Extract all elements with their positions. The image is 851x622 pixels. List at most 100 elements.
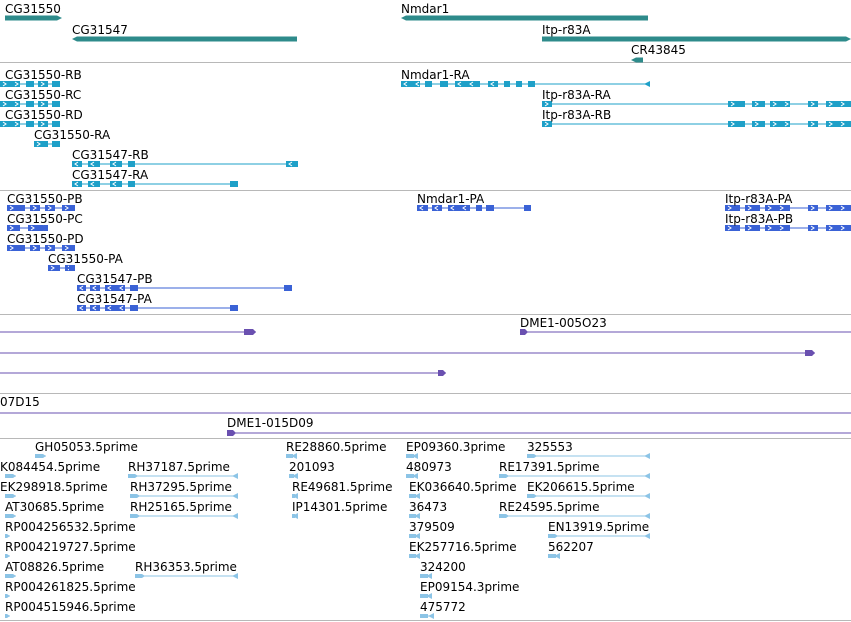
feature-cg31550-rb[interactable] (0, 81, 60, 87)
est-rp004261825-5prime[interactable] (5, 594, 10, 598)
est-en13919-5prime[interactable] (548, 533, 650, 539)
est-rh25165-5prime[interactable] (130, 513, 238, 519)
est-re24595-5prime[interactable] (499, 513, 650, 519)
est-475772[interactable] (420, 613, 434, 619)
feature-nmdar1-pa-exon[interactable] (448, 205, 470, 211)
feature-cg31550-rd-exon[interactable] (38, 121, 48, 127)
est-ek257716-5prime[interactable] (409, 553, 420, 559)
est-rp004515946-5prime[interactable] (5, 614, 10, 618)
feature-itp-r83a-rb-exon[interactable] (808, 121, 818, 127)
feature-cg31547-pa-exon[interactable] (105, 305, 125, 311)
feature-cg31547[interactable] (72, 36, 297, 42)
feature-cr43845-bar[interactable] (631, 57, 643, 63)
est-rh36353-5prime[interactable] (135, 573, 238, 579)
est-rp004219727-5prime[interactable] (5, 554, 10, 558)
est-at08826-5prime[interactable] (5, 574, 16, 578)
feature-nmdar1[interactable] (401, 15, 648, 21)
feature-cg31547-ra-exon[interactable] (72, 181, 82, 187)
est-re28860-5prime[interactable] (286, 453, 297, 459)
feature-itp-r83a-pb-exon[interactable] (826, 225, 851, 231)
feature-cg31547-pb[interactable] (77, 285, 292, 291)
feature-itp-r83a-pa-exon[interactable] (725, 205, 740, 211)
feature-cg31550-rb-exon[interactable] (0, 81, 20, 87)
feature-cg31547-pa-exon[interactable] (130, 305, 138, 311)
feature-cg31550-rc-exon[interactable] (0, 101, 20, 107)
feature-nmdar1-ra-exon[interactable] (440, 81, 448, 87)
feature-cg31550-pd[interactable] (7, 245, 75, 251)
est-at30685-5prime[interactable] (5, 514, 16, 518)
feature-cg31550-pd-exon[interactable] (30, 245, 40, 251)
feature-cg31550-ra-exon[interactable] (34, 141, 48, 147)
feature-cg31550[interactable] (5, 15, 62, 21)
est-36473[interactable] (409, 513, 420, 519)
feature-cg31550-rd-exon[interactable] (26, 121, 34, 127)
feature-itp-r83a-pa-exon[interactable] (745, 205, 760, 211)
feature-itp-r83a-pa-exon[interactable] (808, 205, 818, 211)
feature-itp-r83a-pa[interactable] (725, 205, 851, 211)
feature-cg31550-pc[interactable] (7, 225, 48, 231)
feature-itp-r83a-pb-exon[interactable] (725, 225, 740, 231)
feature-itp-r83a-pb-exon[interactable] (745, 225, 760, 231)
est-ep09360-3prime[interactable] (406, 453, 418, 459)
feature-cg31550-pb-exon[interactable] (30, 205, 40, 211)
est-rh37295-5prime[interactable] (130, 493, 238, 499)
feature-cg31550-rc[interactable] (0, 101, 60, 107)
est-gh05053-5prime[interactable] (35, 454, 46, 458)
est-rp004256532-5prime[interactable] (5, 534, 10, 538)
feature-nmdar1-ra[interactable] (401, 81, 650, 87)
feature-cg31547-bar[interactable] (72, 36, 297, 42)
feature-nmdar1-pa-exon[interactable] (432, 205, 442, 211)
feature-cg31547-rb-exon[interactable] (128, 161, 135, 167)
est-480973[interactable] (406, 473, 418, 479)
feature-clones-feature[interactable] (0, 329, 256, 335)
feature-nmdar1-ra-exon[interactable] (425, 81, 432, 87)
feature-itp-r83a-rb-exon[interactable] (542, 121, 552, 127)
est-re49681-5prime[interactable] (292, 493, 298, 499)
feature-cg31550-rc-exon[interactable] (26, 101, 34, 107)
est-ip14301-5prime[interactable] (292, 513, 298, 519)
feature-cg31550-pd-exon[interactable] (45, 245, 55, 251)
feature-itp-r83a-rb-exon[interactable] (826, 121, 851, 127)
feature-cg31550-pa[interactable] (48, 265, 75, 271)
feature-cr43845[interactable] (631, 57, 643, 63)
est-ek036640-5prime[interactable] (409, 493, 420, 499)
feature-nmdar1-pa[interactable] (417, 205, 531, 211)
feature-cg31547-ra-exon[interactable] (110, 181, 122, 187)
est-201093[interactable] (289, 473, 298, 479)
feature-clones-feature[interactable] (0, 350, 815, 356)
est-re17391-5prime[interactable] (499, 473, 650, 479)
feature-cg31547-pb-exon[interactable] (105, 285, 125, 291)
feature-cg31550-ra[interactable] (34, 141, 60, 147)
feature-cg31550-bar[interactable] (5, 15, 62, 21)
feature-itp-r83a[interactable] (542, 36, 851, 42)
feature-nmdar1-pa-exon[interactable] (486, 205, 494, 211)
feature-cg31547-pa-exon[interactable] (77, 305, 86, 311)
feature-itp-r83a-pb-exon[interactable] (765, 225, 790, 231)
feature-itp-r83a-ra-exon[interactable] (808, 101, 818, 107)
feature-itp-r83a-pa-exon[interactable] (765, 205, 790, 211)
feature-cg31547-rb-exon[interactable] (88, 161, 100, 167)
feature-nmdar1-ra-exon[interactable] (528, 81, 535, 87)
feature-itp-r83a-rb-exon[interactable] (728, 121, 745, 127)
feature-cg31547-rb-exon[interactable] (72, 161, 82, 167)
feature-cg31550-pb[interactable] (7, 205, 75, 211)
feature-itp-r83a-rb[interactable] (542, 121, 851, 127)
est-ek206615-5prime[interactable] (527, 493, 650, 499)
feature-nmdar1-pa-exon[interactable] (476, 205, 482, 211)
feature-itp-r83a-ra-exon[interactable] (770, 101, 790, 107)
est-rh37187-5prime[interactable] (128, 473, 238, 479)
feature-cg31547-ra-exon[interactable] (88, 181, 100, 187)
est-379509[interactable] (409, 533, 420, 539)
feature-cg31550-pc-exon[interactable] (28, 225, 48, 231)
feature-cg31550-pd-exon[interactable] (7, 245, 25, 251)
feature-cg31550-rb-exon[interactable] (38, 81, 48, 87)
feature-cg31550-rd[interactable] (0, 121, 60, 127)
est-ek298918-5prime[interactable] (5, 494, 16, 498)
feature-cg31547-ra-exon[interactable] (128, 181, 135, 187)
est-325553[interactable] (527, 453, 650, 459)
feature-nmdar1-ra-exon[interactable] (401, 81, 420, 87)
feature-nmdar1-ra-exon[interactable] (455, 81, 480, 87)
feature-itp-r83a-ra[interactable] (542, 101, 851, 107)
feature-itp-r83a-ra-exon[interactable] (728, 101, 745, 107)
feature-dme1-005o23[interactable] (520, 329, 851, 335)
